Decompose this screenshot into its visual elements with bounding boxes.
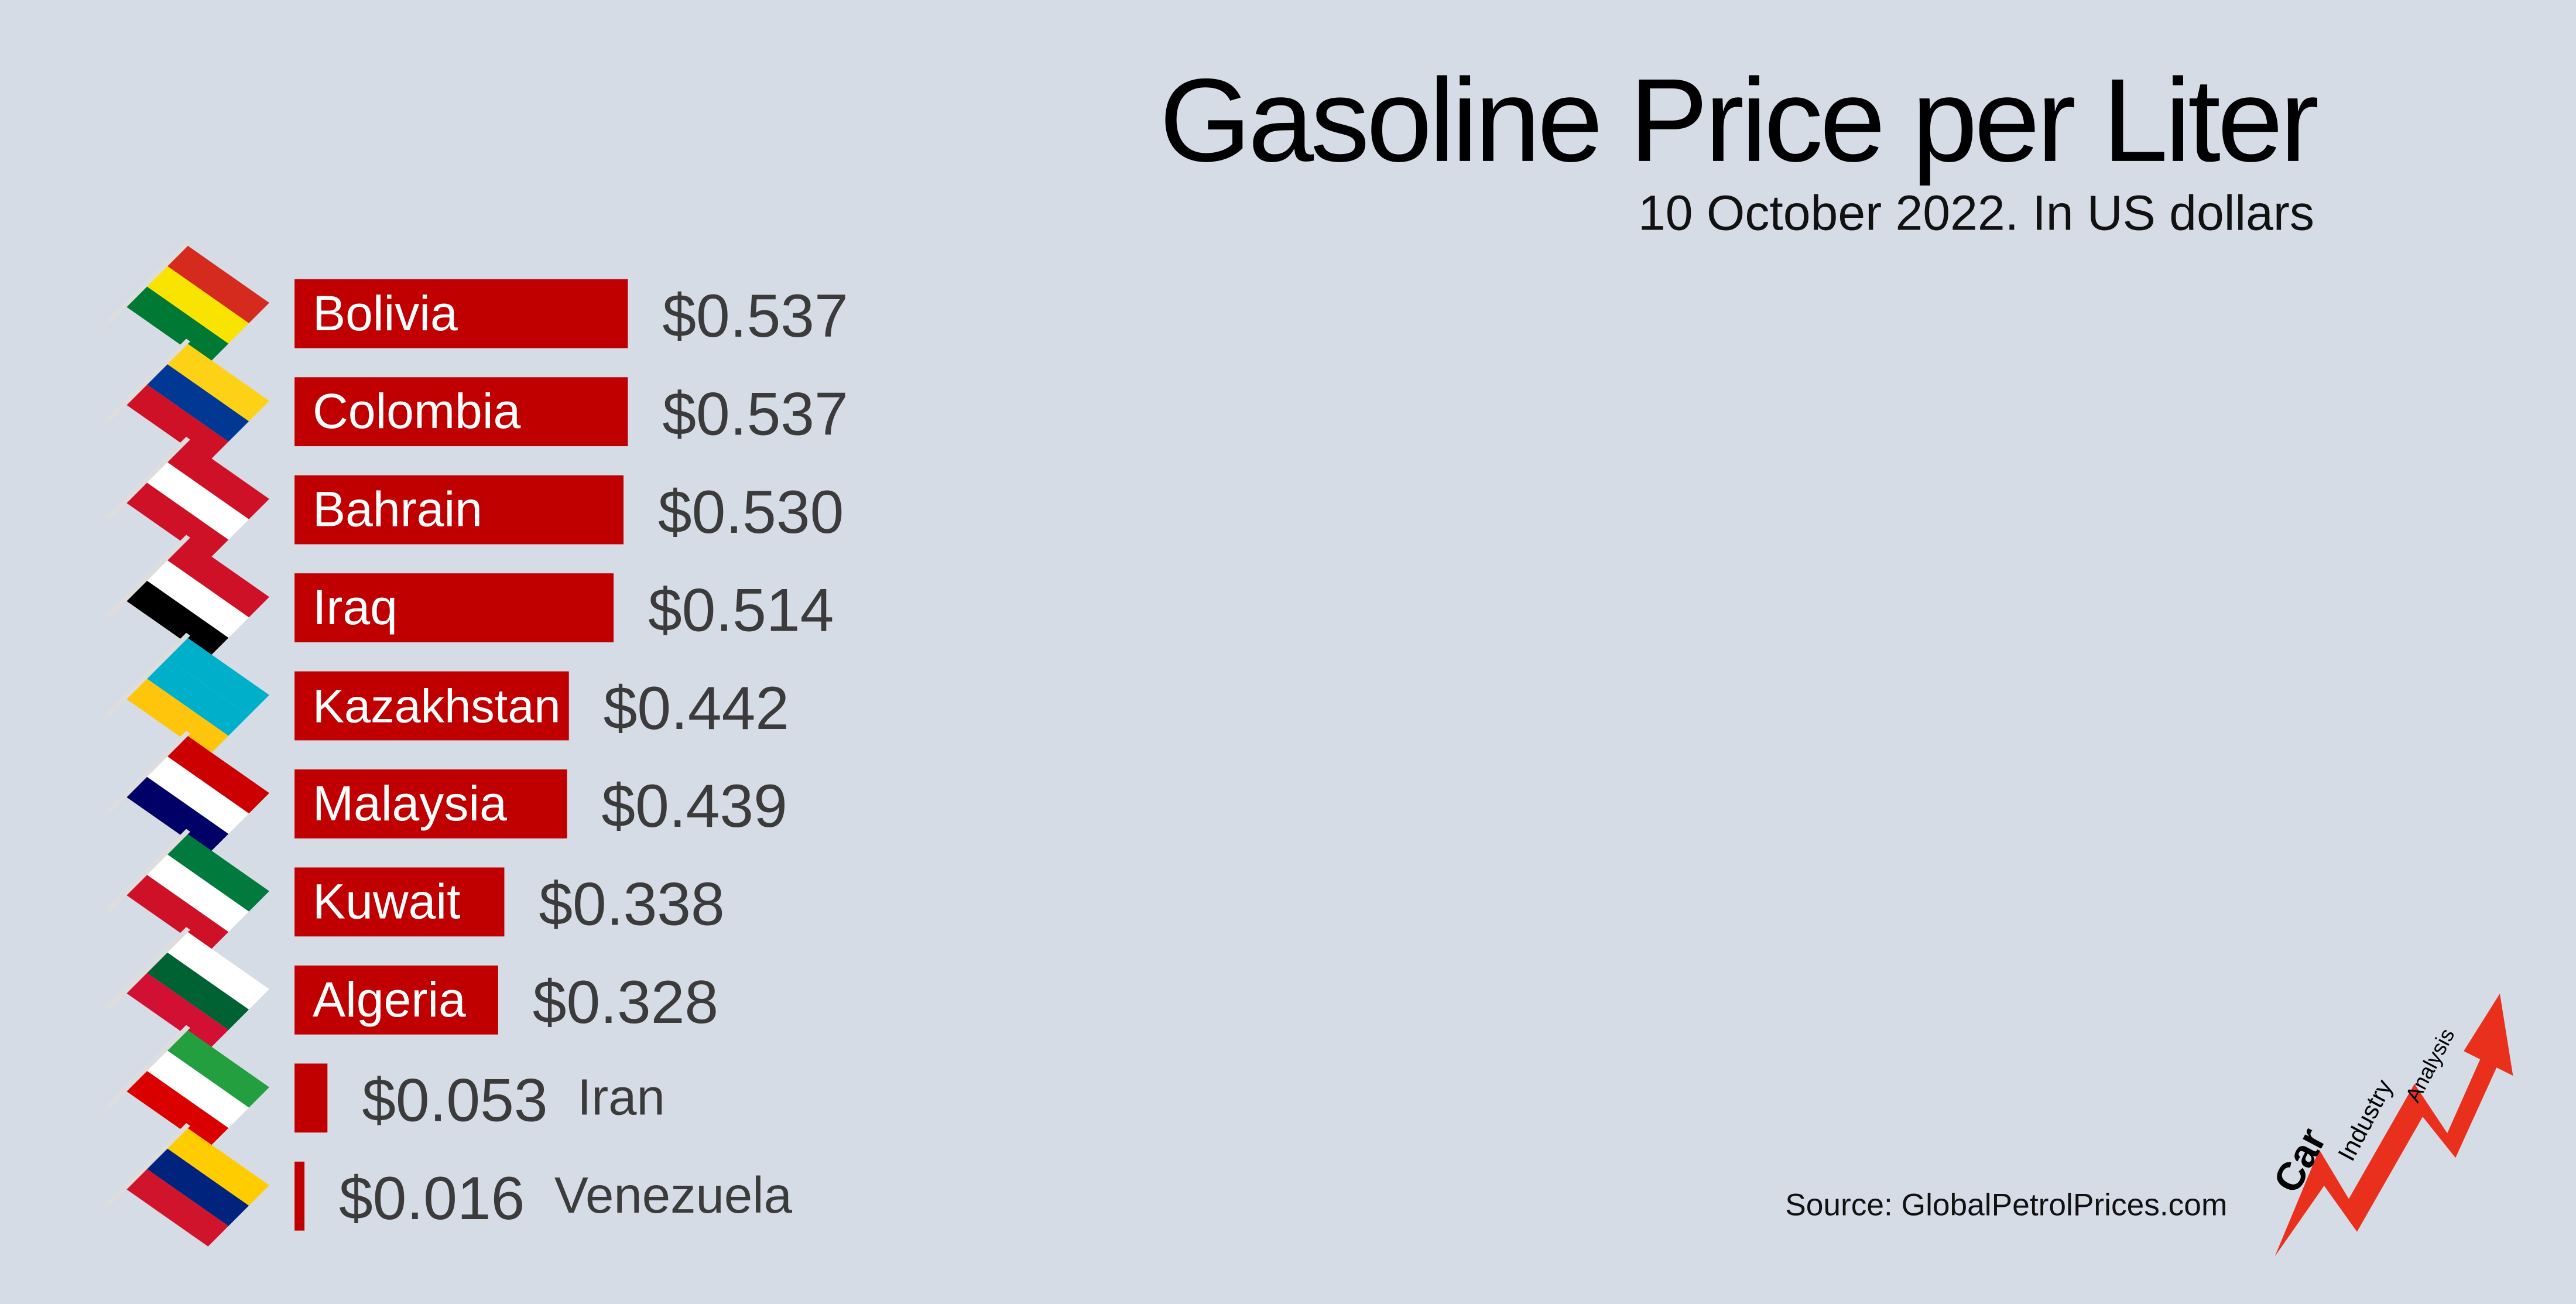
flag-icon bbox=[106, 632, 269, 757]
bar bbox=[294, 965, 498, 1035]
value-label: $0.053 bbox=[362, 1066, 547, 1134]
flag-stripe bbox=[145, 265, 249, 344]
flag-pole bbox=[106, 436, 190, 520]
flag-stripe bbox=[145, 362, 249, 442]
flag-icon bbox=[106, 436, 269, 560]
flag-stripe bbox=[165, 440, 269, 519]
chart-subtitle: 10 October 2022. In US dollars bbox=[1638, 186, 2314, 241]
value-label: $0.537 bbox=[662, 282, 848, 350]
category-label: Colombia bbox=[313, 384, 521, 439]
flag-stripe bbox=[145, 755, 249, 834]
logo-arrow bbox=[2274, 993, 2513, 1257]
flag-stripe bbox=[145, 461, 249, 540]
flag-stripe bbox=[124, 971, 229, 1050]
flag-stripe bbox=[145, 951, 249, 1030]
flag-pole bbox=[106, 1025, 190, 1108]
bar bbox=[294, 867, 505, 937]
value-label: $0.328 bbox=[533, 968, 718, 1036]
bar bbox=[294, 1063, 328, 1133]
chart-title: Gasoline Price per Liter bbox=[1159, 54, 2317, 186]
flag-stripe bbox=[124, 285, 229, 364]
value-label: $0.338 bbox=[539, 870, 724, 938]
bar bbox=[294, 671, 569, 741]
bar bbox=[294, 279, 628, 348]
flag-stripe bbox=[165, 244, 269, 324]
flag-stripe bbox=[124, 383, 229, 463]
flag-stripe bbox=[145, 559, 249, 638]
flag-pole bbox=[106, 535, 190, 618]
flag-stripe bbox=[124, 1168, 229, 1247]
bar bbox=[294, 475, 624, 545]
flag-stripe bbox=[124, 481, 229, 560]
category-label: Kazakhstan bbox=[313, 680, 561, 733]
flag-stripe bbox=[124, 775, 229, 854]
flag-stripe bbox=[165, 538, 269, 618]
flag-icon bbox=[106, 240, 269, 364]
value-label: $0.442 bbox=[604, 674, 789, 742]
flag-stripe bbox=[145, 853, 249, 932]
value-label: $0.514 bbox=[648, 576, 834, 644]
flag-pole bbox=[106, 338, 190, 422]
category-label: Bahrain bbox=[313, 482, 482, 537]
flag-pole bbox=[106, 829, 190, 912]
bar bbox=[294, 769, 567, 838]
flag-pole bbox=[106, 632, 190, 716]
flag-stripe bbox=[124, 677, 229, 757]
flag-icon bbox=[106, 1123, 269, 1247]
flag-stripe bbox=[145, 1049, 249, 1128]
value-label: $0.537 bbox=[662, 379, 848, 447]
flag-icon bbox=[106, 927, 269, 1050]
flag-pole bbox=[106, 731, 190, 814]
flag-stripe bbox=[165, 930, 269, 1010]
flag-icon bbox=[106, 731, 269, 854]
category-label: Bolivia bbox=[313, 286, 458, 341]
flag-stripe bbox=[124, 1069, 229, 1149]
flag-stripe bbox=[165, 1127, 269, 1206]
flag-pole bbox=[106, 1123, 190, 1206]
category-label: Iran bbox=[577, 1069, 665, 1125]
category-label: Malaysia bbox=[313, 776, 507, 831]
flag-stripe bbox=[165, 636, 269, 716]
flag-stripe bbox=[145, 657, 249, 736]
flag-icon bbox=[106, 535, 269, 659]
flag-stripe bbox=[165, 833, 269, 912]
flag-stripe bbox=[145, 1147, 249, 1226]
value-label: $0.016 bbox=[339, 1164, 525, 1232]
flag-icon bbox=[106, 1025, 269, 1149]
flag-icon bbox=[106, 338, 269, 463]
value-label: $0.439 bbox=[601, 772, 787, 840]
flag-stripe bbox=[165, 734, 269, 814]
value-label: $0.530 bbox=[658, 478, 844, 546]
category-label: Kuwait bbox=[313, 874, 461, 929]
flag-stripe bbox=[124, 579, 229, 659]
flag-pole bbox=[106, 240, 190, 324]
category-label: Venezuela bbox=[554, 1167, 793, 1224]
flag-icon bbox=[106, 829, 269, 953]
bar bbox=[294, 377, 628, 447]
flag-pole bbox=[106, 927, 190, 1010]
category-label: Algeria bbox=[313, 972, 466, 1027]
flag-stripe bbox=[124, 873, 229, 953]
category-label: Iraq bbox=[313, 580, 398, 635]
flag-stripe bbox=[165, 1029, 269, 1108]
bar bbox=[294, 573, 614, 642]
source: Source: GlobalPetrolPrices.com bbox=[1785, 1188, 2227, 1223]
flag-stripe bbox=[165, 342, 269, 422]
bar bbox=[294, 1161, 305, 1231]
